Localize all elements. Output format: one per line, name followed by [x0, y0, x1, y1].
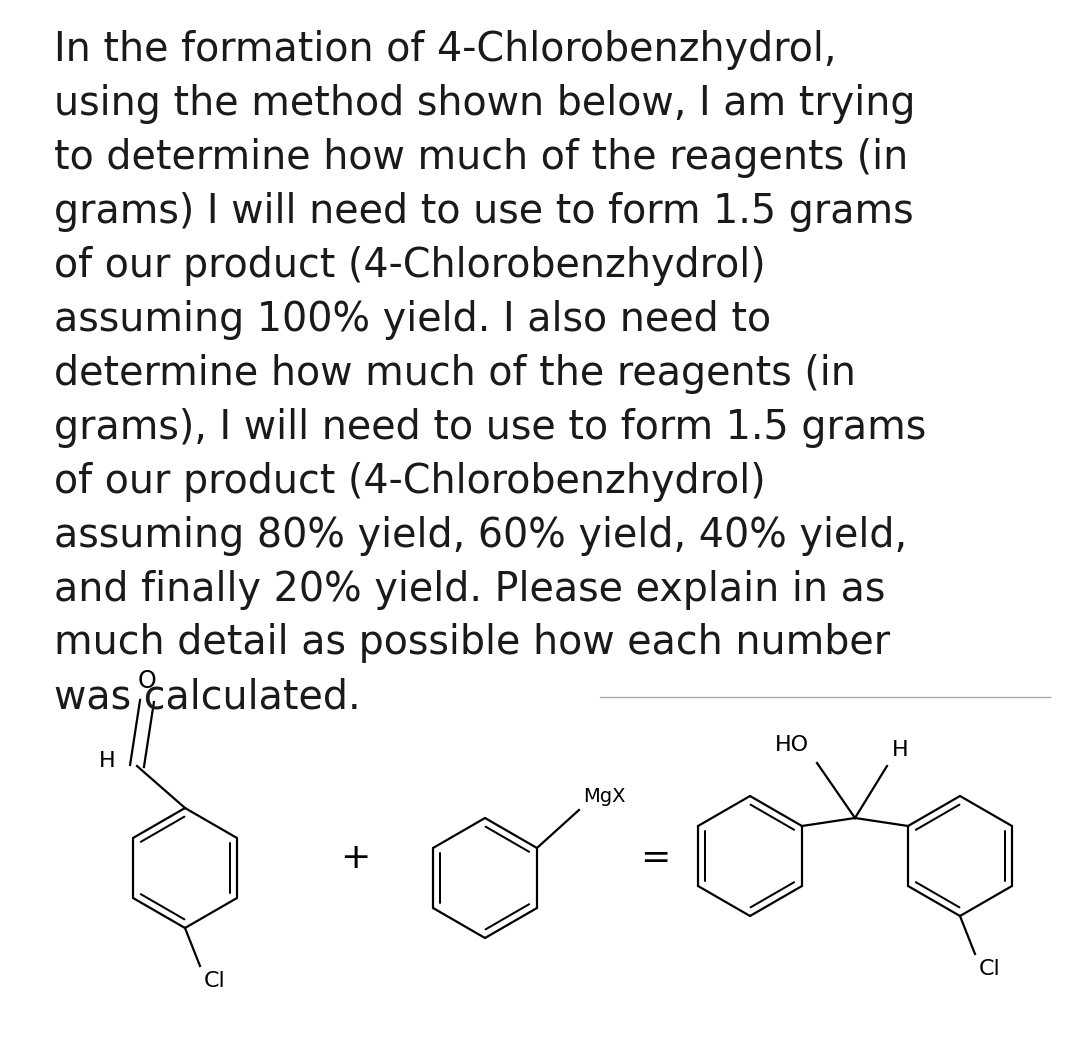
Text: =: = [639, 841, 671, 875]
Text: Cl: Cl [204, 971, 226, 991]
Text: MgX: MgX [583, 787, 625, 806]
Text: In the formation of 4-Chlorobenzhydrol,
using the method shown below, I am tryin: In the formation of 4-Chlorobenzhydrol, … [54, 29, 927, 717]
Text: Cl: Cl [978, 959, 1001, 979]
Text: H: H [98, 751, 114, 771]
Text: H: H [892, 740, 908, 760]
Text: +: + [340, 841, 370, 875]
Text: O: O [137, 669, 157, 693]
Text: HO: HO [774, 735, 809, 755]
